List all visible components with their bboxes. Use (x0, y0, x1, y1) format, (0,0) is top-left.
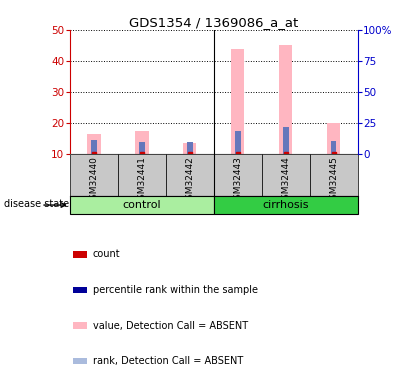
Text: rank, Detection Call = ABSENT: rank, Detection Call = ABSENT (93, 356, 243, 366)
Text: GSM32445: GSM32445 (329, 156, 338, 205)
Bar (73, 358, 87, 364)
Bar (331, 141, 337, 154)
Title: GDS1354 / 1369086_a_at: GDS1354 / 1369086_a_at (129, 16, 298, 29)
Bar (135, 130, 148, 154)
Text: cirrhosis: cirrhosis (262, 200, 309, 210)
Bar (118, 154, 166, 196)
Text: percentile rank within the sample: percentile rank within the sample (93, 285, 258, 295)
Bar (70, 196, 214, 214)
Bar (139, 142, 145, 154)
Bar (214, 196, 358, 214)
Text: value, Detection Call = ABSENT: value, Detection Call = ABSENT (93, 321, 248, 331)
Text: GSM32443: GSM32443 (233, 156, 242, 205)
Bar (91, 140, 97, 154)
Bar (166, 154, 214, 196)
Text: GSM32440: GSM32440 (89, 156, 98, 205)
Bar (187, 142, 193, 154)
Bar (183, 143, 196, 154)
Text: control: control (122, 200, 161, 210)
Bar (214, 154, 262, 196)
Bar (70, 154, 118, 196)
Bar (327, 123, 340, 154)
Bar (73, 322, 87, 329)
Bar (279, 45, 292, 154)
Bar (283, 128, 289, 154)
Bar (73, 251, 87, 258)
Text: GSM32441: GSM32441 (137, 156, 146, 205)
Bar (235, 130, 240, 154)
Text: GSM32444: GSM32444 (281, 156, 290, 205)
Bar (231, 49, 245, 154)
Text: GSM32442: GSM32442 (185, 156, 194, 205)
Bar (262, 154, 309, 196)
Bar (73, 287, 87, 293)
Text: disease state: disease state (4, 200, 69, 209)
Text: count: count (93, 249, 120, 259)
Bar (87, 134, 101, 154)
Bar (309, 154, 358, 196)
